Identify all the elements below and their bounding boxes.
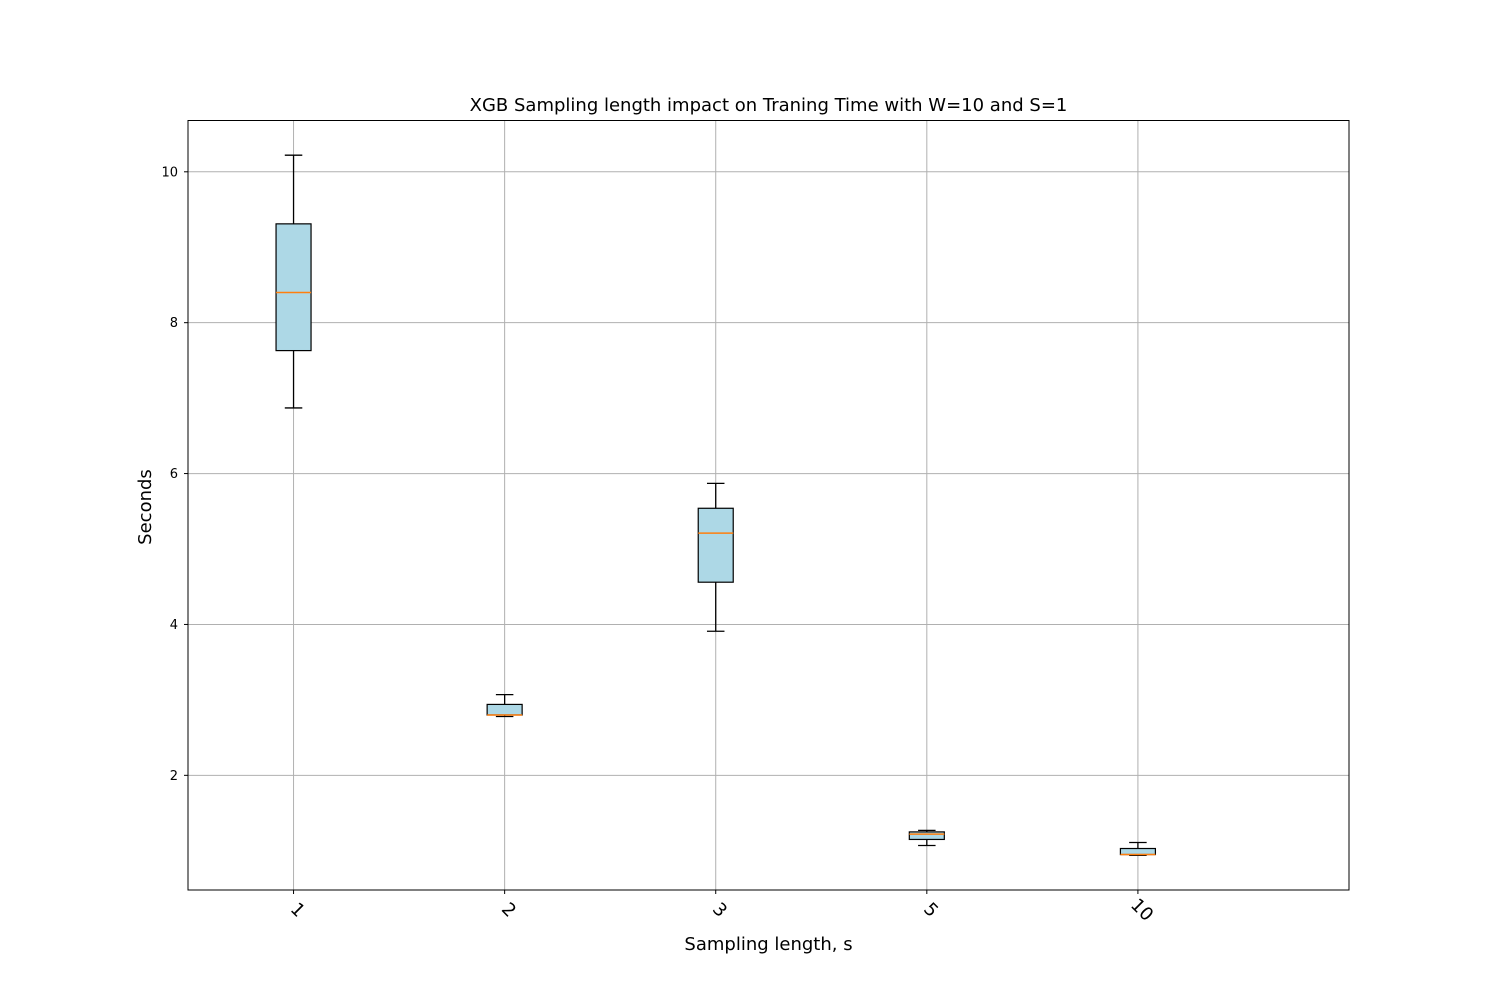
iqr-box: [275, 223, 312, 352]
plot-frame: [187, 120, 1350, 891]
y-tick-label: 8: [170, 316, 178, 331]
box-10: [1119, 841, 1157, 856]
iqr-box: [1119, 847, 1157, 856]
y-tick-label: 6: [170, 467, 178, 482]
box-3: [697, 482, 734, 632]
y-tick-label: 2: [170, 769, 178, 784]
y-axis-label: Seconds: [135, 469, 156, 545]
chart-title: XGB Sampling length impact on Traning Ti…: [470, 95, 1068, 116]
box-5: [908, 829, 945, 847]
iqr-box: [908, 831, 945, 841]
y-tick-label: 10: [161, 165, 178, 180]
iqr-box: [486, 703, 523, 716]
boxes: [275, 154, 1157, 856]
box-1: [275, 154, 312, 409]
x-axis-label: Sampling length, s: [684, 934, 852, 955]
y-axis-ticks: 2 4 6 8 10: [161, 165, 188, 784]
y-tick-label: 4: [170, 618, 178, 633]
box-2: [486, 693, 523, 718]
iqr-box: [697, 507, 734, 583]
